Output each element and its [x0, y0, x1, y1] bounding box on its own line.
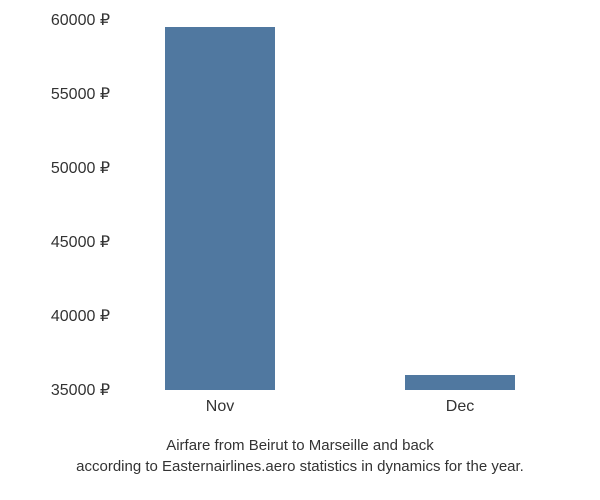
y-tick-label: 50000 ₽ [51, 158, 110, 178]
y-tick-label: 45000 ₽ [51, 232, 110, 252]
y-tick-label: 35000 ₽ [51, 380, 110, 400]
y-tick-label: 40000 ₽ [51, 306, 110, 326]
bar [405, 375, 515, 390]
x-tick-label: Nov [206, 398, 234, 416]
y-tick-label: 55000 ₽ [51, 84, 110, 104]
y-tick-label: 60000 ₽ [51, 10, 110, 30]
x-tick-label: Dec [446, 398, 474, 416]
chart-caption: Airfare from Beirut to Marseille and bac… [0, 435, 600, 477]
airfare-chart: Airfare from Beirut to Marseille and bac… [0, 0, 600, 500]
caption-line-2: according to Easternairlines.aero statis… [0, 456, 600, 477]
bar [165, 27, 275, 390]
caption-line-1: Airfare from Beirut to Marseille and bac… [0, 435, 600, 456]
plot-area [100, 20, 580, 390]
